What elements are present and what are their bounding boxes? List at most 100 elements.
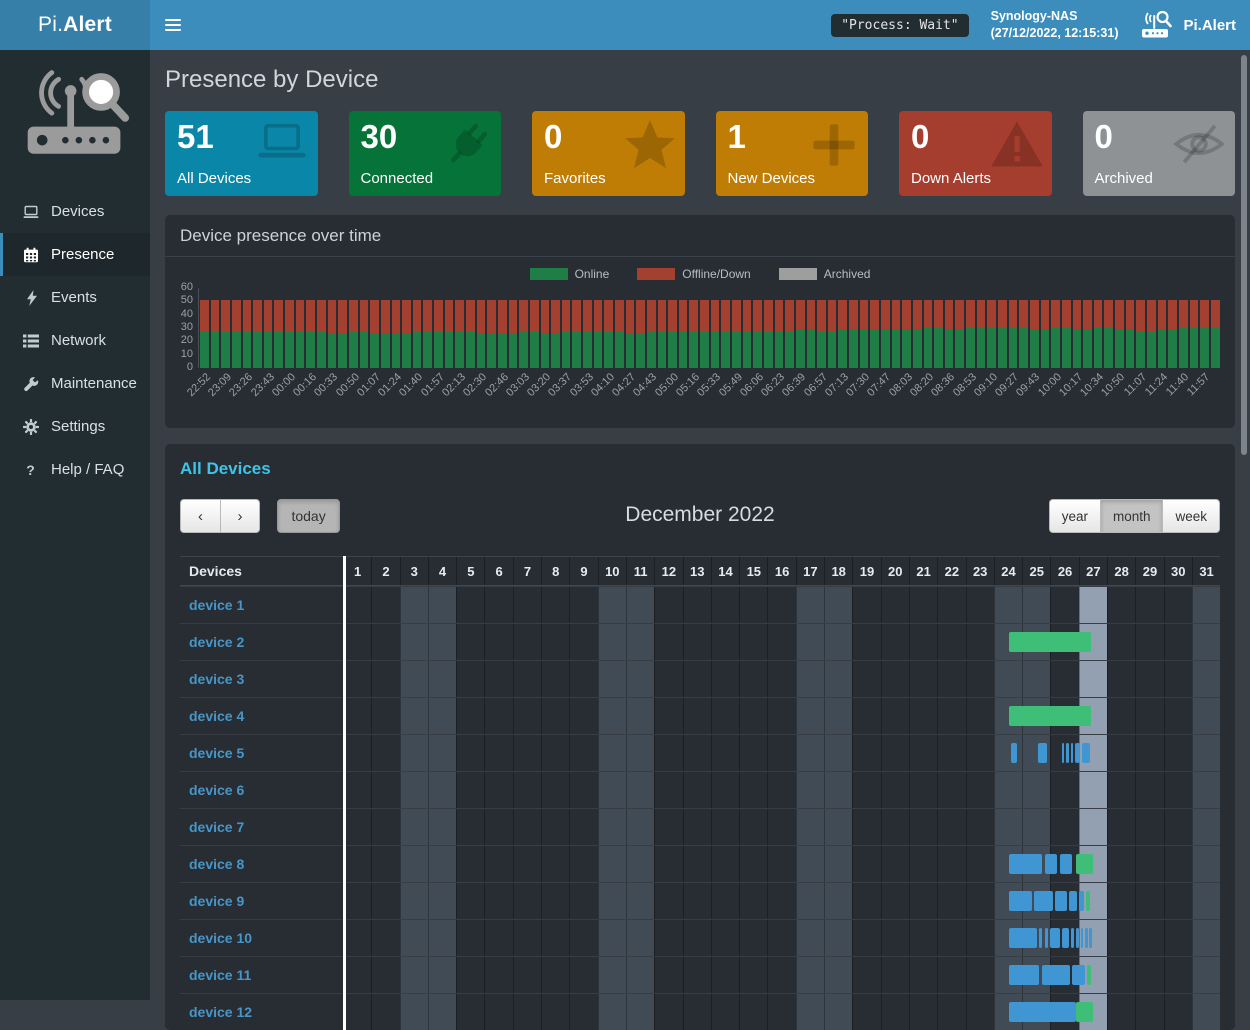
day-cell-19[interactable] [852,772,880,808]
day-cell-18[interactable] [824,661,853,697]
day-cell-14[interactable] [710,698,739,734]
day-cell-4[interactable] [427,661,457,697]
day-cell-9[interactable] [569,920,597,956]
day-cell-8[interactable] [541,698,569,734]
day-cell-4[interactable] [427,624,457,660]
day-cell-12[interactable] [654,624,682,660]
day-cell-8[interactable] [541,587,569,623]
day-cell-21[interactable] [908,587,937,623]
day-cell-7[interactable] [512,624,541,660]
day-cell-29[interactable] [1135,883,1163,919]
day-cell-28[interactable] [1107,587,1135,623]
day-cell-9[interactable] [569,698,597,734]
day-cell-11[interactable] [625,661,655,697]
day-cell-15[interactable] [739,809,767,845]
day-cell-6[interactable] [484,661,512,697]
day-cell-7[interactable] [512,809,541,845]
app-logo[interactable]: Pi.Alert [0,0,150,50]
day-cell-18[interactable] [824,994,853,1030]
presence-event-session[interactable] [1062,928,1070,948]
day-cell-18[interactable] [824,846,853,882]
card-down-alerts[interactable]: 0 Down Alerts [899,111,1052,196]
day-cell-1[interactable] [343,994,371,1030]
day-cell-22[interactable] [937,587,965,623]
day-cell-2[interactable] [371,772,399,808]
day-cell-30[interactable] [1163,920,1192,956]
day-cell-14[interactable] [710,772,739,808]
day-cell-18[interactable] [824,883,853,919]
day-cell-17[interactable] [795,883,825,919]
day-cell-18[interactable] [824,624,853,660]
day-cell-31[interactable] [1191,846,1221,882]
day-cell-12[interactable] [654,846,682,882]
day-cell-28[interactable] [1107,698,1135,734]
day-cell-19[interactable] [852,698,880,734]
card-favorites[interactable]: 0 Favorites [532,111,685,196]
day-cell-19[interactable] [852,587,880,623]
day-cell-29[interactable] [1135,994,1163,1030]
day-cell-2[interactable] [371,846,399,882]
day-cell-25[interactable] [1022,809,1051,845]
day-cell-2[interactable] [371,883,399,919]
day-cell-17[interactable] [795,957,825,993]
day-cell-29[interactable] [1135,587,1163,623]
day-cell-16[interactable] [767,698,795,734]
day-cell-2[interactable] [371,735,399,771]
day-cell-6[interactable] [484,735,512,771]
day-cell-6[interactable] [484,957,512,993]
day-cell-18[interactable] [824,809,853,845]
day-cell-22[interactable] [937,846,965,882]
day-cell-10[interactable] [597,809,626,845]
presence-event-session[interactable] [1076,928,1080,948]
day-cell-27[interactable] [1078,587,1108,623]
day-cell-31[interactable] [1191,735,1221,771]
day-cell-4[interactable] [427,698,457,734]
day-cell-21[interactable] [908,883,937,919]
day-cell-28[interactable] [1107,846,1135,882]
day-cell-3[interactable] [399,957,428,993]
day-cell-16[interactable] [767,920,795,956]
presence-event-session[interactable] [1066,743,1069,763]
day-cell-10[interactable] [597,698,626,734]
sidebar-item-events[interactable]: Events [0,276,150,319]
legend-item-online[interactable]: Online [529,267,609,281]
day-cell-2[interactable] [371,994,399,1030]
day-cell-5[interactable] [456,772,484,808]
day-cell-9[interactable] [569,883,597,919]
day-cell-23[interactable] [965,920,994,956]
day-cell-13[interactable] [682,661,711,697]
day-cell-8[interactable] [541,883,569,919]
day-cell-20[interactable] [880,846,909,882]
day-cell-5[interactable] [456,846,484,882]
day-cell-11[interactable] [625,846,655,882]
day-cell-11[interactable] [625,772,655,808]
day-cell-12[interactable] [654,920,682,956]
day-cell-8[interactable] [541,772,569,808]
day-cell-17[interactable] [795,846,825,882]
day-cell-28[interactable] [1107,957,1135,993]
day-cell-3[interactable] [399,698,428,734]
presence-event-session[interactable] [1062,743,1065,763]
day-cell-6[interactable] [484,920,512,956]
day-cell-21[interactable] [908,661,937,697]
day-cell-9[interactable] [569,772,597,808]
card-archived[interactable]: 0 Archived [1082,111,1235,196]
day-cell-23[interactable] [965,846,994,882]
presence-event-online-now[interactable] [1075,1002,1093,1022]
view-week-button[interactable]: week [1162,499,1220,533]
day-cell-11[interactable] [625,587,655,623]
day-cell-6[interactable] [484,846,512,882]
presence-event-session[interactable] [1008,965,1040,985]
day-cell-5[interactable] [456,735,484,771]
day-cell-10[interactable] [597,735,626,771]
day-cell-8[interactable] [541,624,569,660]
device-link[interactable]: device 4 [189,708,245,724]
day-cell-22[interactable] [937,920,965,956]
day-cell-2[interactable] [371,661,399,697]
day-cell-2[interactable] [371,698,399,734]
day-cell-17[interactable] [795,920,825,956]
day-cell-30[interactable] [1163,735,1192,771]
day-cell-13[interactable] [682,846,711,882]
sidebar-item-help-faq[interactable]: ? Help / FAQ [0,448,150,491]
day-cell-19[interactable] [852,957,880,993]
